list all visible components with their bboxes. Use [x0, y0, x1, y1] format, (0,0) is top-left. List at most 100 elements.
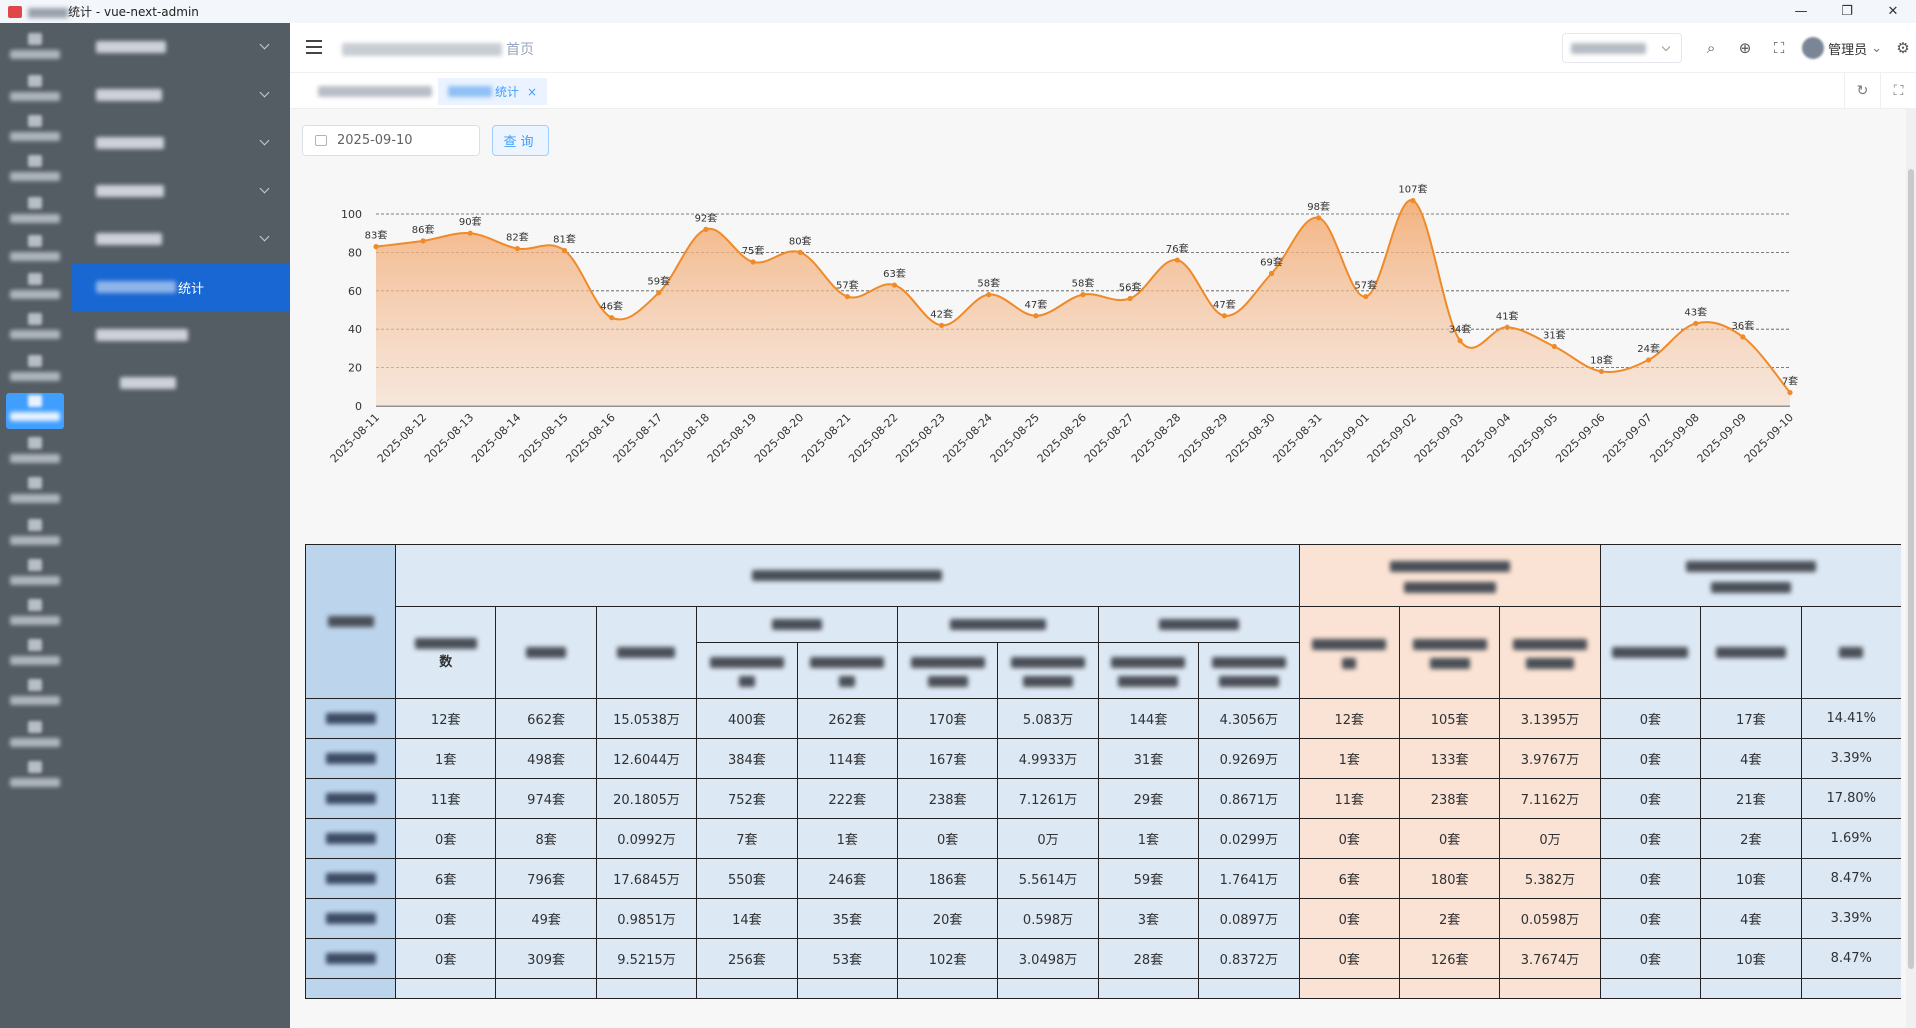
gear-icon[interactable]: ⚙	[1896, 39, 1910, 57]
table-cell: 28套	[1097, 938, 1200, 979]
table-cell: 0.8372万	[1198, 938, 1300, 979]
date-picker[interactable]: 2025-09-10	[302, 125, 480, 156]
table-row: 1套 498套 12.6044万 384套 114套 167套 4.9933万 31套 0.92…	[305, 738, 1901, 779]
fullscreen-icon[interactable]: ⛶	[1773, 39, 1785, 57]
submenu-2[interactable]	[72, 71, 290, 119]
submenu-4[interactable]	[72, 167, 290, 215]
x-tick-label: 2025-08-29	[1176, 411, 1230, 465]
x-tick-label: 2025-08-26	[1035, 411, 1089, 465]
data-point	[1174, 257, 1180, 263]
table-cell: 1套	[1097, 818, 1200, 859]
table-cell: 0套	[394, 938, 497, 979]
organization-select[interactable]	[1562, 33, 1683, 63]
header-col-3	[595, 606, 698, 699]
close-window-button[interactable]: ✕	[1887, 4, 1899, 19]
row-label	[305, 738, 396, 779]
x-tick-label: 2025-08-15	[516, 411, 570, 465]
submenu-1[interactable]	[72, 23, 290, 71]
submenu-3[interactable]	[72, 119, 290, 167]
menu-item-statistics[interactable]: 统计	[72, 263, 290, 311]
header-group-2	[1298, 544, 1601, 607]
primary-nav-item[interactable]	[6, 73, 64, 109]
header-sub-2	[896, 606, 1099, 643]
data-point	[420, 238, 426, 244]
primary-nav-item[interactable]	[6, 353, 64, 389]
primary-nav-item[interactable]	[6, 113, 64, 149]
data-label: 36套	[1731, 319, 1754, 332]
data-point	[561, 247, 568, 254]
primary-nav-item[interactable]	[6, 195, 64, 231]
data-point	[1693, 320, 1699, 327]
menu-item-8[interactable]	[72, 359, 290, 407]
data-label: 58套	[977, 277, 1000, 290]
header-region	[305, 544, 396, 699]
primary-nav-item[interactable]	[6, 271, 64, 307]
minimize-button[interactable]: —	[1794, 4, 1808, 19]
data-label: 63套	[883, 267, 906, 280]
nav-icon	[28, 235, 42, 247]
nav-icon	[28, 437, 42, 449]
table-cell: 49套	[495, 898, 597, 939]
user-menu[interactable]: 管理员 ⌄	[1802, 37, 1882, 59]
primary-nav-item[interactable]	[6, 719, 64, 755]
nav-icon	[28, 395, 42, 407]
header-sub-1	[696, 606, 898, 643]
close-icon[interactable]: ×	[527, 84, 538, 99]
primary-nav-item[interactable]	[6, 677, 64, 713]
primary-nav-item[interactable]	[6, 233, 64, 269]
series-line	[375, 199, 1791, 394]
table-cell: 59套	[1097, 858, 1200, 899]
data-label: 59套	[647, 275, 670, 288]
table-cell: 4套	[1700, 898, 1802, 939]
x-tick-label: 2025-08-12	[375, 411, 429, 465]
primary-nav-item[interactable]	[6, 637, 64, 673]
data-point	[797, 249, 803, 255]
data-point	[1410, 197, 1416, 204]
table-cell: 0.0897万	[1198, 898, 1300, 939]
table-cell: 144套	[1097, 698, 1200, 739]
menu-item-7[interactable]	[72, 311, 290, 359]
avatar	[1802, 37, 1825, 59]
menu-label-blurred	[96, 281, 176, 293]
nav-label-blurred	[10, 576, 60, 585]
header-group-1	[395, 544, 1300, 607]
table-cell: 31套	[1097, 738, 1200, 779]
data-point	[1787, 389, 1793, 396]
table-cell: 246套	[796, 858, 898, 899]
nav-label-blurred	[10, 696, 60, 705]
main-scrollbar[interactable]	[1906, 109, 1916, 1028]
table-cell: 15.0538万	[595, 698, 698, 739]
search-icon[interactable]: ⌕	[1706, 39, 1716, 57]
statistics-table: 数	[305, 544, 1901, 999]
primary-nav-item[interactable]	[6, 31, 64, 67]
y-tick-label: 100	[341, 208, 362, 221]
maximize-button[interactable]: ❐	[1841, 4, 1853, 19]
table-cell: 105套	[1398, 698, 1501, 739]
menu-collapse-icon[interactable]	[306, 40, 322, 54]
menu-label-blurred	[96, 137, 164, 149]
refresh-icon[interactable]: ↻	[1844, 73, 1880, 109]
fullscreen-icon[interactable]: ⛶	[1880, 73, 1916, 109]
primary-nav-item[interactable]	[6, 557, 64, 593]
header-col-4	[696, 642, 798, 699]
primary-nav-item[interactable]	[6, 517, 64, 553]
query-button[interactable]: 查询	[492, 125, 549, 156]
zoom-icon[interactable]: ⊕	[1738, 39, 1752, 57]
primary-nav-item[interactable]	[6, 597, 64, 633]
menu-label-blurred	[96, 185, 164, 197]
primary-nav-item[interactable]	[6, 435, 64, 471]
primary-nav-item[interactable]	[6, 393, 64, 429]
table-cell: 0套	[1599, 818, 1702, 859]
primary-nav-item[interactable]	[6, 475, 64, 511]
table-cell: 133套	[1398, 738, 1501, 779]
primary-nav-item[interactable]	[6, 311, 64, 347]
tab-home[interactable]	[308, 78, 445, 105]
row-label	[305, 778, 396, 819]
tab-statistics[interactable]: 统计 ×	[438, 78, 548, 105]
table-cell: 3套	[1097, 898, 1200, 939]
primary-nav-item[interactable]	[6, 153, 64, 189]
nav-icon	[28, 75, 42, 87]
primary-nav-item[interactable]	[6, 759, 64, 795]
table-cell: 8.47%	[1800, 938, 1901, 979]
submenu-5[interactable]	[72, 215, 290, 263]
